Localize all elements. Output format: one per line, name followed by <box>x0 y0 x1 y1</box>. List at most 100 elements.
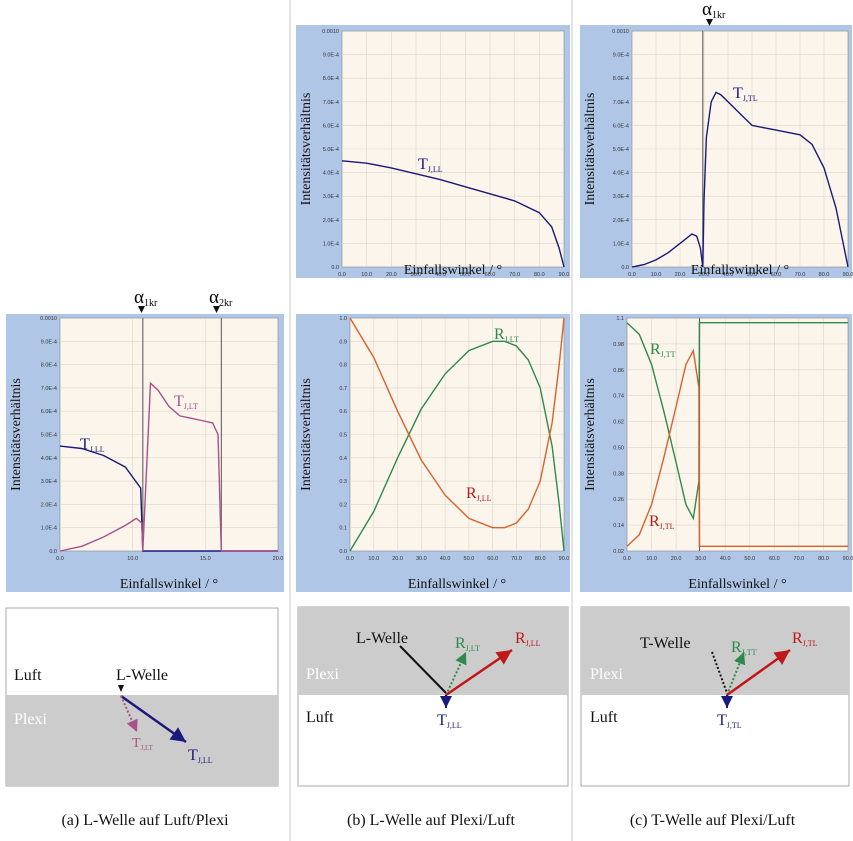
x-tick-label: 30.0 <box>416 556 427 562</box>
chart-a-panel: 0.0 1.0E-4 2.0E-4 3.0E-4 4.0E-4 5.0E-4 6.0E-4 7… <box>6 314 284 592</box>
y-tick-label: 7.0E-4 <box>613 100 629 106</box>
arrow-label-rjtt: RJ,TT <box>731 639 757 657</box>
label-b2-rjlt: RJ,LT <box>494 326 519 344</box>
y-axis-title: Intensitätsverhältnis <box>9 378 24 491</box>
chart-b2-panel: 0.0 0.1 0.2 0.3 0.4 0.5 0.6 0.7 0.8 0.9 1.0 0.0 10.0… <box>296 314 570 592</box>
x-tick-label: 70.0 <box>794 556 805 562</box>
y-tick-label: 0.9 <box>339 339 347 345</box>
y-tick-label: 9.0E-4 <box>613 53 629 59</box>
y-tick-label: 5.0E-4 <box>323 147 339 153</box>
plexi-region <box>581 607 849 695</box>
alpha1kr-symbol: α1kr <box>702 0 726 21</box>
diagram-c: Plexi Luft T-Welle RJ,TT RJ,TL TJ,TL <box>580 606 850 787</box>
label-a-tjlt: TJ,LT <box>174 393 198 411</box>
x-tick-label: 0.0 <box>338 272 346 278</box>
medium-label: Plexi <box>590 666 623 683</box>
caption-c: (c) T-Welle auf Plexi/Luft <box>629 812 796 829</box>
marker-arrow-icon <box>138 306 145 313</box>
y-tick-label: 1.1 <box>616 316 624 322</box>
x-tick-label: 50.0 <box>744 556 755 562</box>
y-tick-label: 0.14 <box>613 523 624 529</box>
arrow-label-rjll: RJ,LL <box>515 630 541 648</box>
wave-label: T-Welle <box>640 635 691 652</box>
x-tick-label: 15.0 <box>200 556 211 562</box>
x-tick-label: 80.0 <box>535 556 546 562</box>
label-c2-rjtt: RJ,TT <box>650 341 676 359</box>
arrow-tjlt <box>120 695 138 733</box>
x-tick-label: 90.0 <box>559 556 570 562</box>
caption-a: (a) L-Welle auf Luft/Plexi <box>61 812 229 829</box>
x-tick-label: 80.0 <box>534 272 545 278</box>
x-tick-label: 90.0 <box>843 556 853 562</box>
x-tick-label: 10.0 <box>646 556 657 562</box>
y-tick-label: 0.26 <box>613 497 624 503</box>
y-tick-label: 0.02 <box>613 549 624 555</box>
label-b2-rjll: RJ,LL <box>466 485 492 503</box>
y-tick-label: 4.0E-4 <box>323 171 339 177</box>
y-tick-label: 6.0E-4 <box>323 123 339 129</box>
alpha1kr-symbol: α1kr <box>134 287 158 309</box>
y-tick-label: 8.0E-4 <box>323 76 339 82</box>
y-tick-label: 0.6 <box>339 409 347 415</box>
y-tick-label: 2.0E-4 <box>613 218 629 224</box>
y-tick-label: 1.0E-4 <box>613 241 629 247</box>
alpha2kr-marker-a: α2kr <box>209 287 233 313</box>
arrow-label-rjlt: RJ,LT <box>455 635 480 653</box>
y-tick-label: 7.0E-4 <box>323 100 339 106</box>
series-line <box>626 348 848 547</box>
y-tick-label: 0.98 <box>613 342 624 348</box>
y-tick-label: 2.0E-4 <box>41 502 57 508</box>
x-axis-title: Einfallswinkel / ° <box>120 577 218 592</box>
y-axis-title: Intensitätsverhältnis <box>299 93 314 206</box>
y-axis-title: Intensitätsverhältnis <box>583 93 598 206</box>
x-tick-label: 70.0 <box>511 556 522 562</box>
y-tick-label: 4.0E-4 <box>41 456 57 462</box>
chart-c2-panel: 0.02 0.14 0.26 0.38 0.50 0.62 0.74 0.86 0.98 1.1 0… <box>580 314 853 592</box>
arrow-label-tjlt: TJ,LT <box>132 736 154 752</box>
wave-label: L-Welle <box>116 667 168 684</box>
x-tick-label: 20.0 <box>386 272 397 278</box>
label-c2-rjtl: RJ,TL <box>649 513 675 531</box>
arrow-tjll <box>120 694 187 744</box>
y-tick-label: 1.0E-4 <box>41 526 57 532</box>
diagram-a: Luft Plexi L-Welle TJ,LT TJ,LL <box>5 607 279 787</box>
x-tick-label: 40.0 <box>720 556 731 562</box>
y-tick-label: 4.0E-4 <box>613 171 629 177</box>
x-tick-label: 0.0 <box>623 556 631 562</box>
arrow-rjll <box>445 648 513 697</box>
y-tick-label: 0.62 <box>613 420 624 426</box>
y-tick-label: 0.0 <box>331 265 339 271</box>
x-tick-label: 70.0 <box>795 272 806 278</box>
x-tick-label: 10.0 <box>651 272 662 278</box>
medium-label: Plexi <box>14 711 47 728</box>
series-line <box>631 91 849 268</box>
y-tick-label: 0.3 <box>339 479 347 485</box>
x-tick-label: 10.0 <box>127 556 138 562</box>
label-c1-tjtl: TJ,TL <box>733 85 758 103</box>
x-tick-label: 0.0 <box>628 272 636 278</box>
y-tick-label: 3.0E-4 <box>613 194 629 200</box>
x-tick-label: 30.0 <box>699 272 710 278</box>
y-tick-label: 0.0010 <box>612 29 629 35</box>
label-b1-tjll: TJ,LL <box>418 156 443 174</box>
medium-label: Luft <box>14 667 42 684</box>
x-tick-label: 0.0 <box>56 556 64 562</box>
y-axis-title: Intensitätsverhältnis <box>583 378 598 491</box>
y-tick-label: 0.0 <box>339 549 347 555</box>
x-tick-label: 20.0 <box>671 556 682 562</box>
x-tick-label: 90.0 <box>559 272 570 278</box>
marker-arrow-icon <box>706 19 713 26</box>
alpha2kr-symbol: α2kr <box>209 287 233 309</box>
arrow-label-tjll: TJ,LL <box>437 712 462 730</box>
x-tick-label: 20.0 <box>273 556 284 562</box>
medium-label: Luft <box>590 709 618 726</box>
x-tick-label: 10.0 <box>361 272 372 278</box>
x-tick-label: 80.0 <box>818 556 829 562</box>
y-tick-label: 0.0 <box>621 265 629 271</box>
y-tick-label: 0.0 <box>49 549 57 555</box>
caption-b: (b) L-Welle auf Plexi/Luft <box>347 812 515 829</box>
series-line <box>349 317 565 529</box>
series-line <box>341 160 565 268</box>
y-tick-label: 0.38 <box>613 471 624 477</box>
